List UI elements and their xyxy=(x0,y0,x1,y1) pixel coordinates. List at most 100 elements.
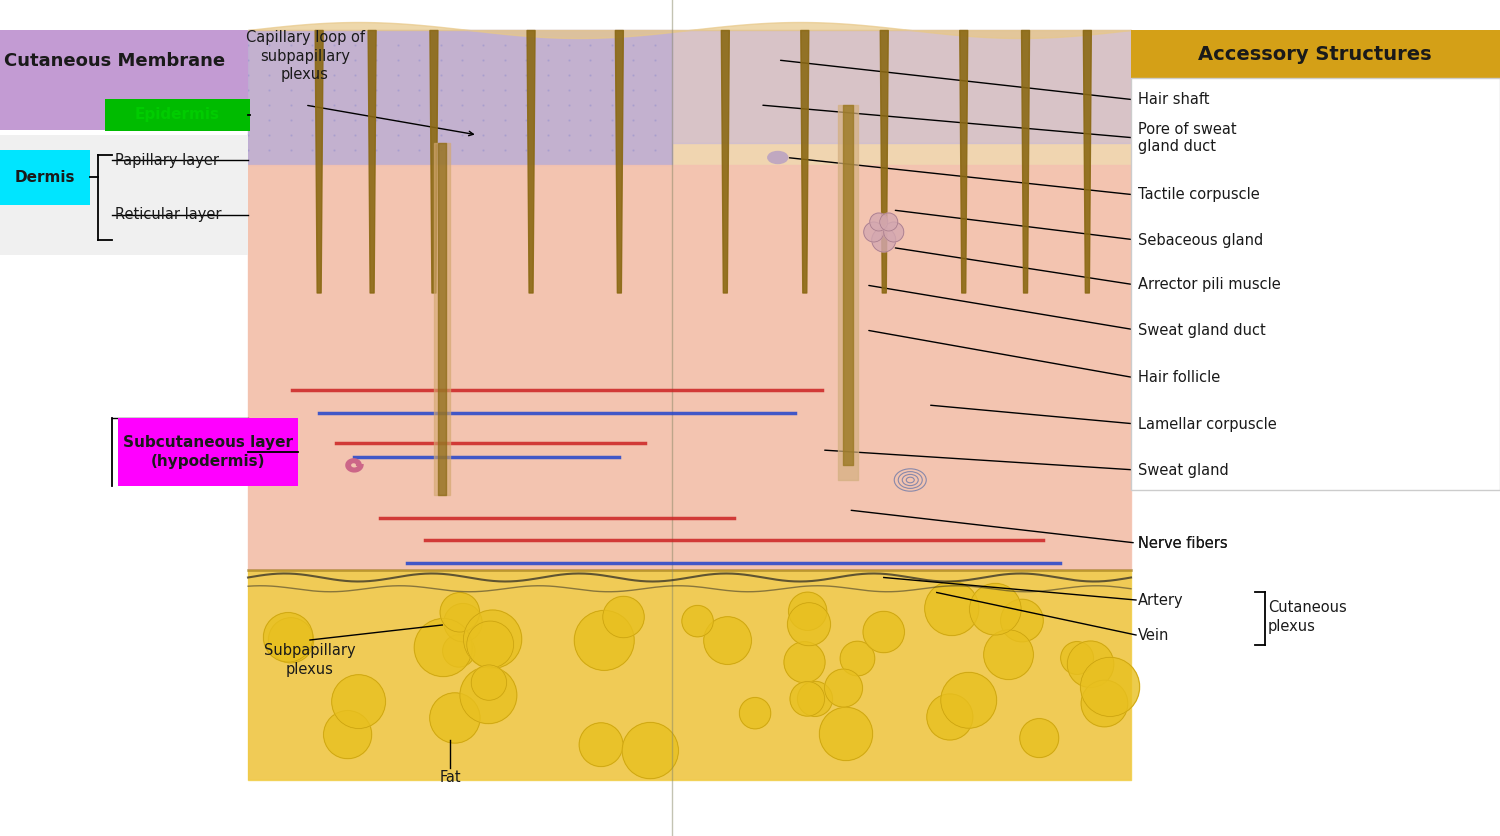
Circle shape xyxy=(819,707,873,761)
Circle shape xyxy=(969,584,1022,635)
Point xyxy=(279,38,303,52)
Point xyxy=(556,84,580,97)
Point xyxy=(406,143,430,156)
Point xyxy=(300,143,324,156)
Point xyxy=(236,114,260,127)
Text: Hair follicle: Hair follicle xyxy=(1138,370,1221,385)
Text: Reticular layer: Reticular layer xyxy=(116,207,222,222)
Point xyxy=(600,99,624,112)
Point xyxy=(236,69,260,82)
Point xyxy=(642,114,666,127)
Point xyxy=(386,84,410,97)
Point xyxy=(279,128,303,141)
Point xyxy=(279,84,303,97)
Circle shape xyxy=(798,681,832,716)
Point xyxy=(471,54,495,67)
Text: Lamellar corpuscle: Lamellar corpuscle xyxy=(1138,416,1276,431)
Point xyxy=(429,99,453,112)
Point xyxy=(642,69,666,82)
Text: Subpapillary
plexus: Subpapillary plexus xyxy=(264,643,356,677)
Point xyxy=(364,69,388,82)
Circle shape xyxy=(1000,599,1044,642)
Point xyxy=(621,128,645,141)
Point xyxy=(364,84,388,97)
Point xyxy=(494,84,517,97)
Text: Hair shaft: Hair shaft xyxy=(1138,93,1209,108)
Point xyxy=(344,38,368,52)
Circle shape xyxy=(1080,657,1140,716)
Point xyxy=(386,69,410,82)
Point xyxy=(344,84,368,97)
Circle shape xyxy=(740,697,771,729)
Point xyxy=(471,69,495,82)
Circle shape xyxy=(440,593,480,632)
Circle shape xyxy=(464,610,522,668)
Point xyxy=(600,143,624,156)
Point xyxy=(514,69,538,82)
Circle shape xyxy=(870,213,888,231)
Circle shape xyxy=(442,635,476,667)
Point xyxy=(236,128,260,141)
Point xyxy=(450,143,474,156)
Point xyxy=(450,99,474,112)
Point xyxy=(429,38,453,52)
Point xyxy=(386,99,410,112)
Point xyxy=(494,69,517,82)
Point xyxy=(258,99,282,112)
Point xyxy=(258,143,282,156)
Point xyxy=(258,114,282,127)
Point xyxy=(386,38,410,52)
Point xyxy=(321,84,345,97)
Circle shape xyxy=(784,642,825,683)
Point xyxy=(494,128,517,141)
Text: Fat: Fat xyxy=(440,771,460,786)
Point xyxy=(536,84,560,97)
Point xyxy=(450,38,474,52)
Point xyxy=(364,38,388,52)
Point xyxy=(300,114,324,127)
Text: Sweat gland duct: Sweat gland duct xyxy=(1138,323,1266,338)
Point xyxy=(621,84,645,97)
Point xyxy=(300,38,324,52)
Point xyxy=(494,114,517,127)
Point xyxy=(579,99,603,112)
Point xyxy=(344,99,368,112)
Point xyxy=(600,84,624,97)
Circle shape xyxy=(264,613,314,662)
Circle shape xyxy=(466,621,513,668)
Point xyxy=(600,38,624,52)
Point xyxy=(514,38,538,52)
Circle shape xyxy=(579,723,622,767)
Text: Epidermis: Epidermis xyxy=(135,108,219,123)
Bar xyxy=(248,30,1131,780)
Circle shape xyxy=(460,667,518,724)
Point xyxy=(406,38,430,52)
Point xyxy=(536,99,560,112)
Point xyxy=(642,143,666,156)
Point xyxy=(600,114,624,127)
Point xyxy=(236,84,260,97)
Point xyxy=(364,143,388,156)
Point xyxy=(514,128,538,141)
Point xyxy=(236,38,260,52)
Text: Artery: Artery xyxy=(1138,593,1184,608)
Circle shape xyxy=(924,581,980,635)
Point xyxy=(579,114,603,127)
Text: Sweat gland: Sweat gland xyxy=(1138,462,1228,477)
Point xyxy=(579,143,603,156)
Text: Nerve fibers: Nerve fibers xyxy=(1138,536,1227,550)
Text: Sebaceous gland: Sebaceous gland xyxy=(1138,232,1263,247)
Point xyxy=(579,38,603,52)
Circle shape xyxy=(429,693,480,743)
Point xyxy=(258,69,282,82)
Text: Nerve fibers: Nerve fibers xyxy=(1138,536,1227,550)
Point xyxy=(579,54,603,67)
Point xyxy=(514,84,538,97)
Point xyxy=(344,128,368,141)
Point xyxy=(471,143,495,156)
Circle shape xyxy=(788,603,831,645)
Point xyxy=(471,84,495,97)
Circle shape xyxy=(603,596,644,638)
Point xyxy=(406,84,430,97)
Text: Arrector pili muscle: Arrector pili muscle xyxy=(1138,278,1281,293)
